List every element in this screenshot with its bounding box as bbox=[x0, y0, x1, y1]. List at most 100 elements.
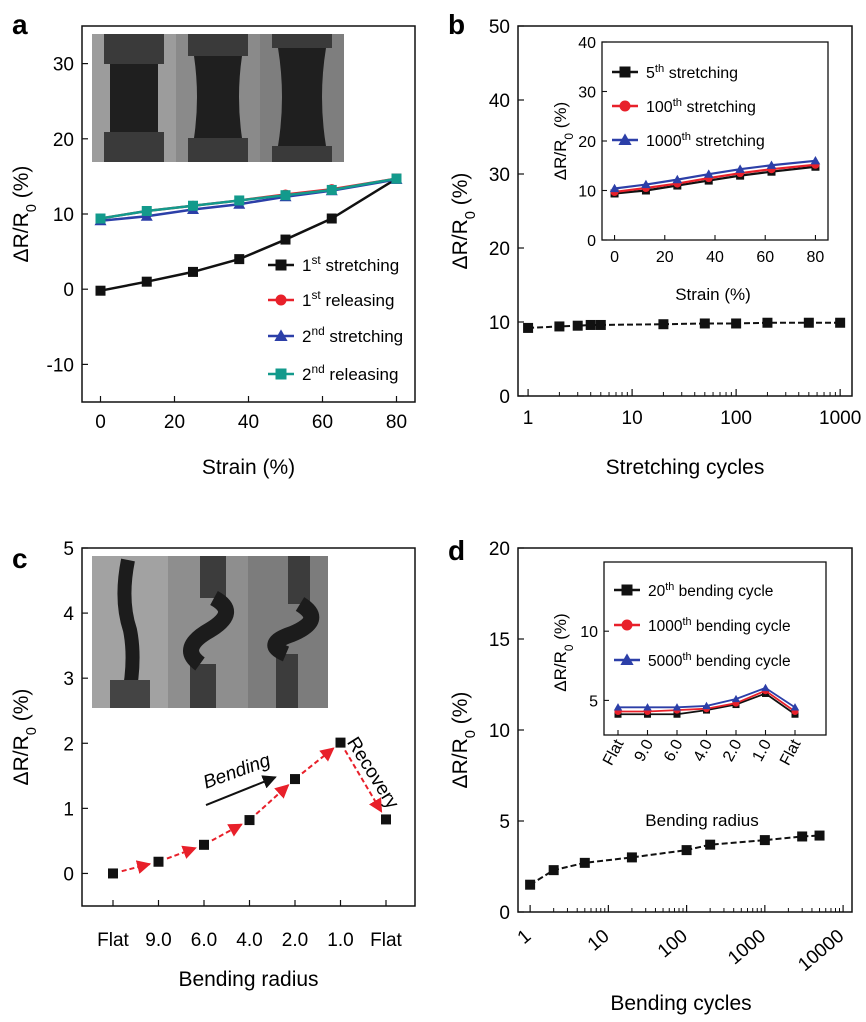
b-data-point bbox=[699, 318, 710, 329]
a-data-point bbox=[326, 213, 337, 224]
d-inset-data-point bbox=[673, 710, 681, 718]
d-inset-xtick-label: 9.0 bbox=[632, 737, 657, 765]
a-legend-marker bbox=[275, 368, 287, 380]
panel-label-b: b bbox=[448, 9, 465, 40]
b-xtick-label: 1 bbox=[523, 408, 534, 429]
c-bending-arrow bbox=[205, 775, 277, 807]
d-inset-ytick-label: 10 bbox=[580, 624, 598, 641]
d-inset-legend-label: 5000th bending cycle bbox=[648, 651, 791, 670]
d-data-point bbox=[797, 831, 808, 842]
c-ytick-label: 0 bbox=[63, 864, 74, 885]
b-inset-frame bbox=[601, 41, 829, 241]
b-xaxis-label: Stretching cycles bbox=[606, 456, 765, 479]
b-inset-ytick-label: 10 bbox=[578, 184, 596, 201]
a-data-point bbox=[280, 234, 291, 245]
b-inset-legend-label: 5th stretching bbox=[646, 63, 738, 82]
b-data-point bbox=[523, 322, 534, 333]
d-inset-data-point bbox=[643, 703, 652, 711]
a-xtick-label: 20 bbox=[164, 412, 185, 433]
b-inset-data-point bbox=[609, 183, 620, 193]
b-inset-xaxis-label: Strain (%) bbox=[675, 285, 751, 304]
b-data-point bbox=[762, 317, 773, 328]
a-data-point bbox=[188, 200, 198, 211]
b-data-point bbox=[585, 319, 596, 330]
c-ytick-label: 2 bbox=[63, 734, 74, 755]
a-legend-marker bbox=[275, 294, 287, 306]
b-ytick-label: 50 bbox=[489, 17, 510, 38]
b-plot-frame bbox=[517, 25, 853, 397]
a-legend-label: 2nd releasing bbox=[302, 362, 398, 384]
d-inset-xtick-label: Flat bbox=[777, 736, 805, 768]
b-ytick-label: 20 bbox=[489, 239, 510, 260]
b-inset-data-point bbox=[672, 174, 683, 184]
c-ytick-label: 5 bbox=[63, 539, 74, 560]
c-xtick-label: 4.0 bbox=[236, 930, 262, 951]
d-inset-xtick-label: 2.0 bbox=[720, 737, 745, 765]
annotation-bending: Bending bbox=[201, 750, 274, 794]
b-data-point bbox=[658, 319, 669, 330]
d-inset-data-point bbox=[731, 694, 741, 703]
a-data-point bbox=[95, 285, 106, 296]
d-inset-data-point bbox=[672, 703, 682, 711]
d-data-point bbox=[759, 835, 770, 846]
d-inset-xtick-label: Flat bbox=[600, 736, 628, 768]
d-inset-legend-marker bbox=[620, 653, 634, 665]
c-data-point bbox=[290, 774, 300, 785]
b-data-point bbox=[572, 320, 583, 331]
d-inset-legend-label: 1000th bending cycle bbox=[648, 616, 791, 635]
a-data-point bbox=[280, 190, 291, 201]
d-xtick-label: 10 bbox=[584, 926, 614, 956]
b-inset-data-point bbox=[810, 156, 821, 165]
b-inset-data-point bbox=[766, 160, 777, 169]
d-data-point bbox=[626, 852, 637, 863]
c-ytick-label: 1 bbox=[63, 799, 74, 820]
c-xtick-label: 9.0 bbox=[145, 930, 171, 951]
a-legend-label: 1st releasing bbox=[302, 288, 394, 310]
c-arrow-segment bbox=[344, 749, 383, 813]
b-inset-xtick-label: 0 bbox=[610, 249, 619, 266]
d-data-point bbox=[525, 879, 536, 890]
b-inset-xtick-label: 40 bbox=[706, 249, 724, 266]
b-xtick-label: 1000 bbox=[819, 408, 861, 429]
b-inset-data-point bbox=[703, 169, 714, 178]
d-series-line bbox=[529, 834, 820, 886]
d-ytick-label: 0 bbox=[499, 903, 510, 924]
d-inset-data-point bbox=[761, 683, 770, 692]
b-inset-xtick-label: 80 bbox=[807, 249, 825, 266]
a-ytick-label: 0 bbox=[63, 280, 74, 301]
b-inset-legend-marker bbox=[619, 66, 631, 78]
a-ytick-label: 10 bbox=[53, 205, 74, 226]
b-yaxis-label: ΔR/R0 (%) bbox=[449, 173, 479, 270]
panel-label-a: a bbox=[12, 9, 28, 40]
annotation-recovery: Recovery bbox=[342, 733, 403, 813]
a-xtick-label: 60 bbox=[312, 412, 333, 433]
d-inset-xaxis-label: Bending radius bbox=[645, 811, 758, 830]
d-inset-legend-label: 20th bending cycle bbox=[648, 581, 773, 600]
a-xtick-label: 0 bbox=[95, 412, 106, 433]
d-xtick-label: 1 bbox=[514, 926, 536, 949]
a-legend-marker bbox=[275, 259, 287, 271]
d-inset-xtick-label: 4.0 bbox=[691, 737, 716, 765]
b-inset-ytick-label: 30 bbox=[578, 85, 596, 102]
b-inset-ytick-label: 20 bbox=[578, 134, 596, 151]
b-ytick-label: 40 bbox=[489, 91, 510, 112]
photo-inset-c bbox=[92, 556, 328, 708]
c-data-point bbox=[244, 815, 255, 826]
b-ytick-label: 10 bbox=[489, 313, 510, 334]
b-inset-legend-marker bbox=[618, 133, 632, 145]
c-data-point bbox=[335, 737, 346, 748]
b-inset-legend-marker bbox=[619, 100, 631, 112]
c-plot-frame bbox=[81, 547, 416, 907]
b-inset-xtick-label: 60 bbox=[756, 249, 774, 266]
d-inset-yaxis-label: ΔR/R0 (%) bbox=[551, 613, 576, 691]
a-data-point bbox=[141, 276, 152, 287]
b-inset-data-point bbox=[641, 179, 651, 189]
b-inset-ytick-label: 0 bbox=[587, 233, 596, 250]
c-xaxis-label: Bending radius bbox=[178, 968, 318, 991]
d-inset-data-point bbox=[790, 703, 800, 711]
panel-label-d: d bbox=[448, 535, 465, 566]
b-inset-yaxis-label: ΔR/R0 (%) bbox=[551, 102, 576, 180]
b-data-point bbox=[803, 317, 814, 328]
a-data-point bbox=[188, 266, 198, 277]
d-xtick-label: 1000 bbox=[724, 926, 770, 969]
